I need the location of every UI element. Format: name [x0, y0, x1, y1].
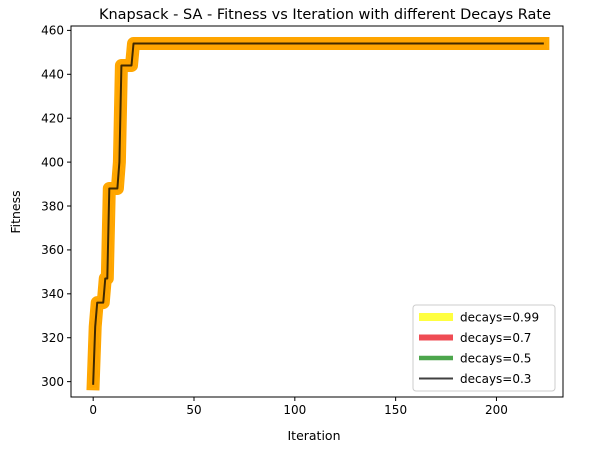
- x-axis-label: Iteration: [287, 428, 340, 443]
- x-axis: 0 50 100 150 200: [89, 397, 508, 417]
- y-tick-label: 420: [41, 112, 64, 126]
- series-layer: [86, 37, 550, 391]
- legend-label-1: decays=0.7: [460, 331, 531, 345]
- y-tick-label: 380: [41, 199, 64, 213]
- x-tick-label: 200: [485, 403, 508, 417]
- legend-label-0: decays=0.99: [460, 310, 539, 324]
- y-tick-label: 360: [41, 243, 64, 257]
- plot-frame: [70, 25, 564, 398]
- y-tick-label: 300: [41, 375, 64, 389]
- y-tick-label: 400: [41, 155, 64, 169]
- chart-title: Knapsack - SA - Fitness vs Iteration wit…: [99, 7, 551, 23]
- y-tick-label: 320: [41, 331, 64, 345]
- y-axis-label: Fitness: [8, 190, 23, 233]
- x-tick-label: 0: [89, 403, 97, 417]
- x-tick-label: 100: [283, 403, 306, 417]
- legend-label-2: decays=0.5: [460, 351, 531, 365]
- y-axis: 300 320 340 360 380 400 420 440 460: [41, 24, 71, 389]
- y-tick-label: 440: [41, 68, 64, 82]
- legend-label-3: decays=0.3: [460, 372, 531, 386]
- legend: decays=0.99 decays=0.7 decays=0.5 decays=0.…: [412, 304, 556, 392]
- x-tick-label: 150: [384, 403, 407, 417]
- x-tick-label: 50: [186, 403, 201, 417]
- y-tick-label: 460: [41, 24, 64, 38]
- series-line-3: [92, 42, 544, 385]
- legend-box: [412, 304, 556, 392]
- y-tick-label: 340: [41, 287, 64, 301]
